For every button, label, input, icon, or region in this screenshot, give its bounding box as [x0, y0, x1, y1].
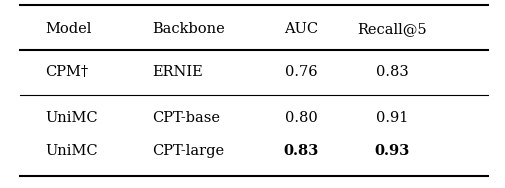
- Text: Backbone: Backbone: [152, 22, 224, 36]
- Text: 0.80: 0.80: [284, 111, 317, 124]
- Text: CPT-large: CPT-large: [152, 144, 224, 158]
- Text: ERNIE: ERNIE: [152, 65, 202, 79]
- Text: AUC: AUC: [283, 22, 318, 36]
- Text: UniMC: UniMC: [45, 111, 98, 124]
- Text: 0.93: 0.93: [374, 144, 409, 158]
- Text: Recall@5: Recall@5: [357, 22, 426, 36]
- Text: 0.76: 0.76: [284, 65, 317, 79]
- Text: 0.91: 0.91: [375, 111, 408, 124]
- Text: Model: Model: [45, 22, 92, 36]
- Text: 0.83: 0.83: [283, 144, 318, 158]
- Text: CPT-base: CPT-base: [152, 111, 219, 124]
- Text: 0.83: 0.83: [375, 65, 408, 79]
- Text: CPM†: CPM†: [45, 65, 88, 79]
- Text: UniMC: UniMC: [45, 144, 98, 158]
